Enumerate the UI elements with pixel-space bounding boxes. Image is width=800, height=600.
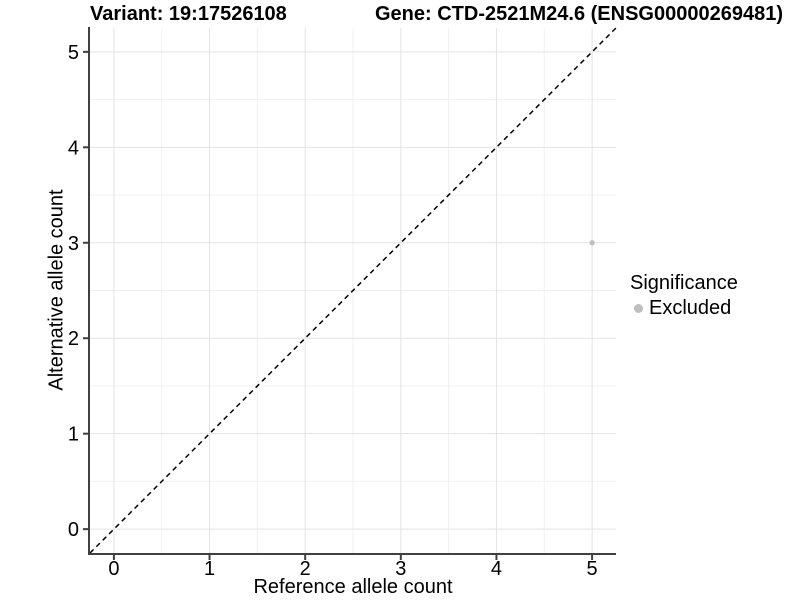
plot-title-gene: Gene: CTD-2521M24.6 (ENSG00000269481) — [375, 3, 783, 25]
plot-title-variant: Variant: 19:17526108 — [90, 3, 287, 25]
x-axis-title: Reference allele count — [253, 576, 453, 598]
x-tick-label: 1 — [204, 558, 215, 580]
y-tick-label: 4 — [68, 137, 79, 159]
x-tick-label: 4 — [491, 558, 502, 580]
x-tick-label: 0 — [108, 558, 119, 580]
y-tick-label: 2 — [68, 328, 79, 350]
legend-item-label: Excluded — [649, 297, 732, 319]
legend: Significance Excluded — [630, 272, 738, 320]
y-tick-label: 1 — [68, 424, 79, 446]
x-tick-label: 3 — [395, 558, 406, 580]
legend-title: Significance — [630, 272, 738, 294]
y-tick-label: 3 — [68, 233, 79, 255]
identity-reference-line — [89, 27, 617, 554]
x-tick-label: 5 — [587, 558, 598, 580]
y-tick-label: 5 — [68, 42, 79, 64]
data-point — [589, 240, 595, 246]
legend-item-excluded: Excluded — [630, 297, 738, 320]
legend-key-dot — [634, 304, 643, 313]
x-tick-label: 2 — [300, 558, 311, 580]
y-tick-label: 0 — [68, 519, 79, 541]
y-axis-title: Alternative allele count — [45, 189, 68, 391]
